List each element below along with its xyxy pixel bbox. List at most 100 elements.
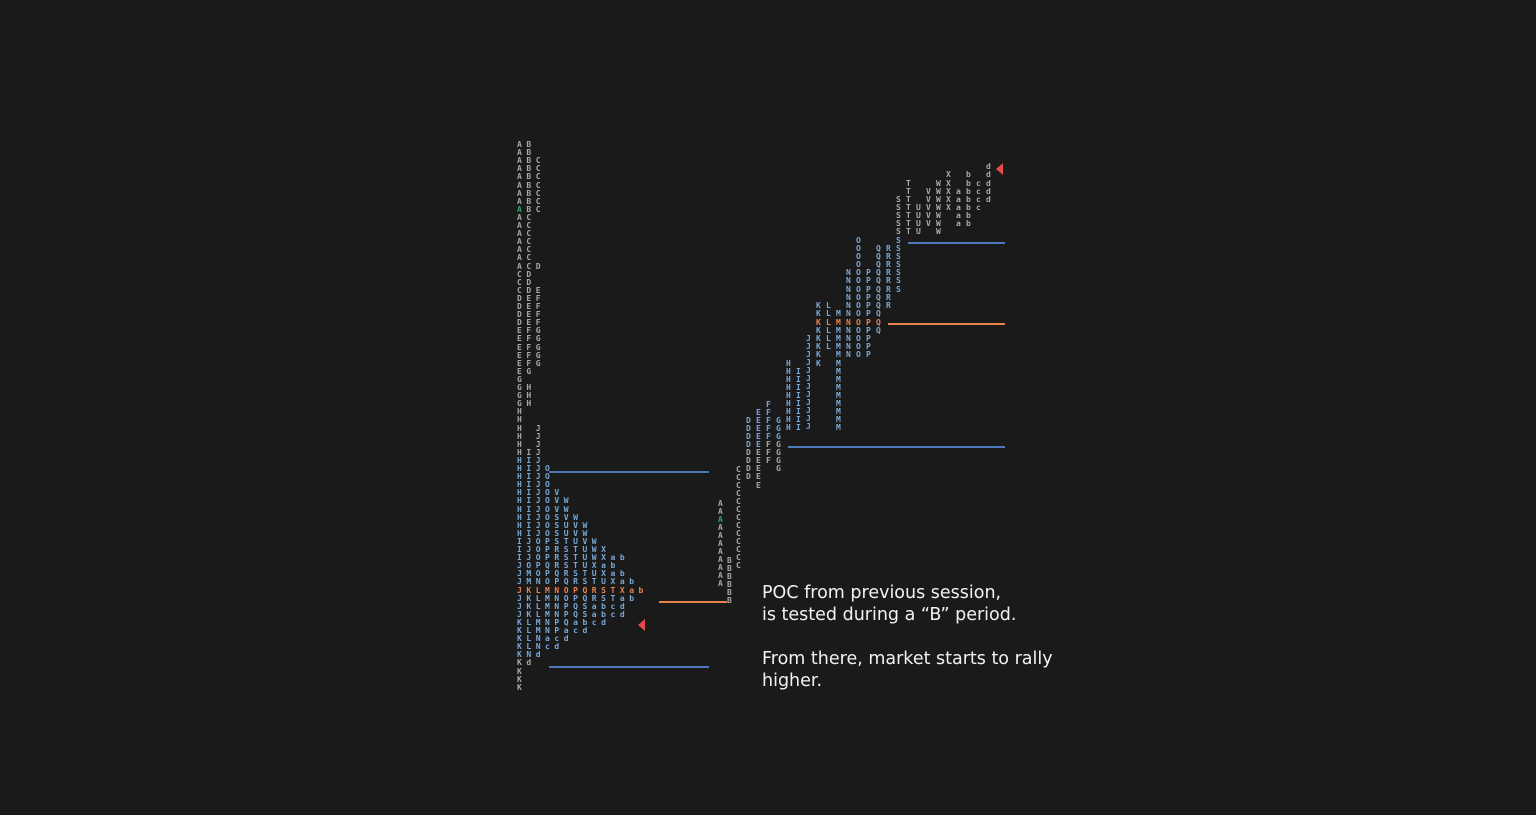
tpo-letter: S: [601, 593, 606, 603]
tpo-letter: O: [856, 309, 861, 318]
tpo-letter: R: [591, 585, 597, 595]
tpo-letter: S: [582, 577, 588, 587]
tpo-letter: G: [535, 358, 541, 368]
tpo-letter: E: [756, 440, 761, 449]
tpo-letter: H: [517, 496, 522, 506]
tpo-letter: F: [535, 293, 541, 303]
tpo-letter: E: [756, 416, 761, 425]
tpo-letter: F: [535, 318, 541, 328]
tpo-letter: c: [545, 642, 550, 652]
tpo-letter: M: [836, 350, 841, 359]
tpo-letter: a: [956, 211, 961, 220]
tpo-letter: B: [526, 164, 532, 174]
tpo-letter: C: [535, 164, 541, 174]
tpo-letter: F: [526, 326, 532, 336]
tpo-letter: R: [554, 553, 560, 563]
tpo-letter: H: [786, 375, 791, 384]
tpo-letter: R: [886, 268, 891, 277]
tpo-letter: H: [517, 528, 522, 538]
tpo-letter: S: [554, 536, 560, 546]
tpo-letter: d: [535, 650, 541, 660]
tpo-letter: c: [610, 601, 616, 611]
tpo-letter: D: [526, 285, 532, 295]
tpo-letter: P: [866, 301, 871, 310]
tpo-letter: a: [591, 601, 597, 611]
tpo-letter: L: [826, 334, 831, 343]
tpo-letter: L: [826, 309, 831, 318]
tpo-letter: P: [866, 293, 871, 302]
tpo-letter: G: [776, 456, 781, 465]
tpo-letter: L: [535, 585, 541, 595]
tpo-letter: O: [535, 569, 541, 579]
tpo-letter: C: [535, 172, 541, 182]
tpo-letter: D: [746, 432, 751, 441]
tpo-letter: H: [786, 383, 791, 392]
tpo-letter: B: [526, 172, 532, 182]
tpo-letter: M: [836, 342, 841, 351]
tpo-letter: D: [535, 261, 541, 271]
tpo-letter: L: [535, 601, 541, 611]
tpo-letter: E: [517, 366, 522, 376]
tpo-letter: X: [601, 545, 606, 554]
tpo-letter: J: [535, 512, 541, 522]
tpo-letter: M: [836, 391, 841, 400]
tpo-letter: C: [526, 245, 532, 255]
tpo-letter: a: [956, 203, 961, 212]
tpo-letter: L: [826, 301, 831, 310]
prev-close-triangle-icon: [638, 619, 645, 631]
tpo-letter: b: [601, 601, 606, 611]
tpo-letter: Q: [876, 326, 881, 335]
tpo-letter: M: [836, 415, 841, 424]
tpo-letter: C: [736, 513, 741, 522]
tpo-letter: W: [573, 512, 578, 522]
tpo-letter: A: [718, 507, 723, 516]
tpo-letter: J: [535, 488, 541, 498]
tpo-letter: X: [619, 585, 625, 595]
tpo-letter: N: [846, 309, 851, 318]
tpo-letter: O: [856, 318, 861, 327]
tpo-letter: C: [736, 529, 741, 538]
tpo-letter: C: [736, 545, 741, 554]
tpo-letter: K: [517, 666, 522, 676]
tpo-letter: P: [563, 609, 569, 619]
tpo-letter: F: [766, 448, 771, 457]
tpo-letter: M: [836, 326, 841, 335]
tpo-letter: W: [936, 195, 941, 204]
tpo-letter: H: [517, 464, 522, 473]
tpo-letter: J: [535, 431, 541, 441]
tpo-letter: c: [976, 203, 981, 212]
tpo-letter: L: [526, 634, 532, 644]
tpo-letter: P: [866, 334, 871, 343]
tpo-letter: a: [956, 219, 961, 228]
tpo-letter: S: [554, 520, 560, 530]
tpo-letter: P: [866, 318, 871, 327]
tpo-letter: c: [554, 634, 560, 644]
tpo-letter: X: [946, 170, 951, 179]
tpo-letter: T: [906, 187, 911, 196]
tpo-letter: S: [896, 285, 901, 294]
tpo-letter: C: [736, 465, 741, 474]
tpo-letter: S: [896, 260, 901, 269]
tpo-letter: J: [517, 585, 522, 595]
tpo-letter: T: [563, 536, 569, 546]
tpo-letter: R: [563, 569, 569, 579]
tpo-letter: O: [545, 512, 550, 522]
tpo-letter: E: [526, 302, 532, 311]
tpo-letter: C: [526, 229, 532, 239]
tpo-letter: D: [746, 440, 751, 449]
tpo-letter: J: [806, 374, 811, 383]
tpo-letter: T: [906, 211, 911, 220]
tpo-letter: N: [846, 350, 851, 359]
tpo-letter: S: [896, 276, 901, 285]
tpo-letter: S: [582, 609, 588, 619]
tpo-letter: F: [526, 350, 532, 360]
tpo-letter: B: [727, 580, 732, 589]
tpo-letter: H: [517, 415, 522, 425]
tpo-letter: D: [526, 269, 532, 279]
tpo-letter: M: [836, 318, 841, 327]
annotation-line-1: POC from previous session,: [762, 583, 1002, 603]
tpo-letter: S: [896, 211, 901, 220]
tpo-letter: B: [526, 196, 532, 206]
annotation-text: POC from previous session, is tested dur…: [762, 582, 1053, 692]
tpo-letter: I: [526, 496, 532, 506]
